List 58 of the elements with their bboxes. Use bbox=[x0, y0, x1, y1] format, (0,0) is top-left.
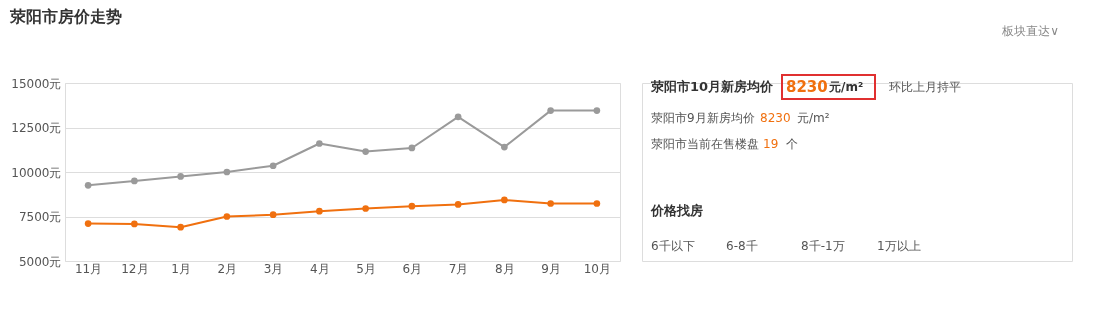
y-tick-label: 5000元 bbox=[18, 254, 62, 269]
point bbox=[316, 140, 323, 147]
point bbox=[593, 107, 601, 114]
point bbox=[177, 223, 184, 231]
y-tick-label: 15000元 bbox=[11, 76, 62, 91]
point bbox=[408, 202, 416, 210]
text: 元/m² bbox=[828, 80, 864, 94]
point bbox=[316, 207, 323, 215]
text: 个 bbox=[786, 137, 798, 151]
text: 元/m² bbox=[797, 111, 830, 125]
point bbox=[84, 182, 92, 189]
text: 板块直达∨ bbox=[1001, 24, 1059, 38]
point bbox=[501, 196, 508, 204]
text: 8千-1万 bbox=[801, 239, 845, 253]
point bbox=[223, 213, 231, 220]
point bbox=[454, 113, 462, 121]
text: 19 bbox=[763, 137, 779, 151]
text: 6千以下 bbox=[651, 239, 695, 253]
x-tick-label: 12月 bbox=[121, 261, 149, 276]
point bbox=[269, 162, 277, 170]
x-tick-label: 8月 bbox=[495, 261, 515, 276]
point bbox=[269, 211, 277, 219]
point bbox=[131, 220, 138, 228]
point bbox=[362, 205, 369, 212]
text: 荥阳市9月新房均价 bbox=[651, 111, 755, 125]
point bbox=[547, 107, 554, 114]
text: 6-8千 bbox=[726, 239, 758, 253]
x-tick-label: 11月 bbox=[74, 261, 103, 276]
chart-title: 荥阳市房价走势 bbox=[9, 6, 123, 26]
x-tick-label: 7月 bbox=[448, 261, 469, 276]
x-tick-label: 10月 bbox=[583, 261, 612, 276]
text: 环比上月持平 bbox=[889, 80, 961, 94]
point bbox=[454, 201, 462, 208]
point bbox=[131, 177, 138, 185]
text: 荥阳市当前在售楼盘 bbox=[651, 137, 759, 151]
point bbox=[362, 148, 369, 155]
text: 价格找房 bbox=[650, 203, 703, 218]
point bbox=[501, 143, 508, 151]
point bbox=[84, 220, 92, 227]
point bbox=[547, 200, 554, 207]
y-tick-label: 12500元 bbox=[11, 121, 62, 135]
y-tick-label: 7500元 bbox=[18, 210, 62, 224]
text: 荥阳市10月新房均价 bbox=[650, 79, 775, 94]
x-tick-label: 9月 bbox=[541, 261, 561, 276]
x-tick-label: 2月 bbox=[217, 261, 238, 276]
x-tick-label: 3月 bbox=[263, 261, 284, 276]
point bbox=[593, 200, 601, 207]
text: 8230 bbox=[760, 111, 791, 125]
x-tick-label: 4月 bbox=[310, 261, 330, 276]
text: 1万以上 bbox=[877, 239, 921, 253]
text: 8230 bbox=[786, 78, 828, 96]
point bbox=[408, 144, 416, 152]
point bbox=[223, 168, 231, 176]
point bbox=[177, 173, 184, 180]
y-tick-label: 10000元 bbox=[11, 165, 62, 180]
x-tick-label: 1月 bbox=[171, 261, 191, 276]
x-tick-label: 6月 bbox=[402, 261, 423, 276]
x-tick-label: 5月 bbox=[356, 261, 376, 276]
